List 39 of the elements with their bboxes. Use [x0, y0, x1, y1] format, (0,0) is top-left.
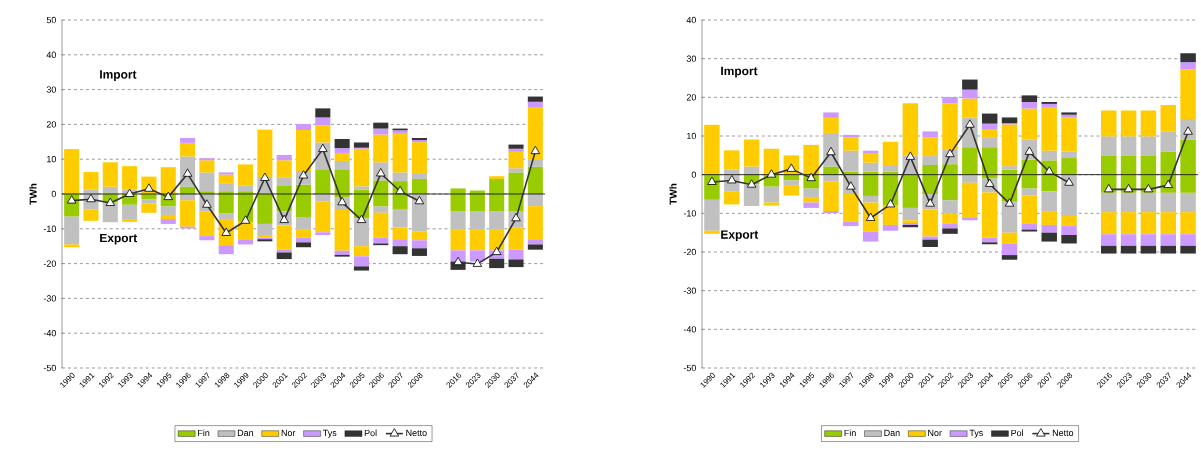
- y-tick-label: -50: [43, 364, 57, 372]
- y-tick-label: 40: [46, 51, 57, 58]
- annotation: Export: [100, 233, 138, 245]
- y-tick-label: -30: [683, 287, 697, 294]
- y-tick-label: -40: [43, 330, 57, 337]
- legend-label: Tys: [969, 429, 983, 438]
- y-tick-label: 0: [691, 171, 697, 178]
- y-tick-label: -30: [43, 295, 57, 302]
- legend-label: Fin: [844, 429, 856, 437]
- y-axis-title: TWh: [29, 183, 37, 205]
- y-axis-title: TWh: [669, 183, 677, 205]
- y-tick-label: 10: [47, 156, 57, 163]
- legend-label: Pol: [1011, 429, 1023, 437]
- y-tick-label: 50: [46, 16, 57, 24]
- annotation: Export: [721, 230, 759, 242]
- legend-label: Netto: [1052, 429, 1074, 437]
- annotation: Import: [721, 66, 758, 78]
- legend-label: Dan: [237, 429, 254, 437]
- legend-label: Nor: [928, 429, 942, 437]
- y-tick-label: -20: [43, 260, 57, 267]
- y-tick-label: 20: [686, 94, 697, 101]
- y-tick-label: -40: [683, 326, 697, 333]
- legend-label: Nor: [281, 429, 296, 437]
- y-tick-label: -20: [683, 248, 697, 256]
- legend-label: Pol: [364, 429, 377, 437]
- y-tick-label: 20: [46, 121, 57, 128]
- y-tick-label: -10: [683, 210, 697, 217]
- legend-label: Fin: [198, 429, 210, 437]
- y-tick-label: -10: [43, 225, 57, 232]
- legend-label: Netto: [406, 429, 427, 437]
- y-tick-label: -50: [683, 364, 697, 372]
- legend-label: Dan: [884, 429, 900, 437]
- y-tick-label: 30: [686, 55, 697, 62]
- y-tick-label: 40: [686, 16, 697, 24]
- annotation: Import: [100, 70, 137, 82]
- y-tick-label: 0: [51, 190, 57, 198]
- y-tick-label: 30: [46, 86, 57, 93]
- y-tick-label: 10: [687, 132, 697, 140]
- legend-label: Tys: [323, 429, 337, 438]
